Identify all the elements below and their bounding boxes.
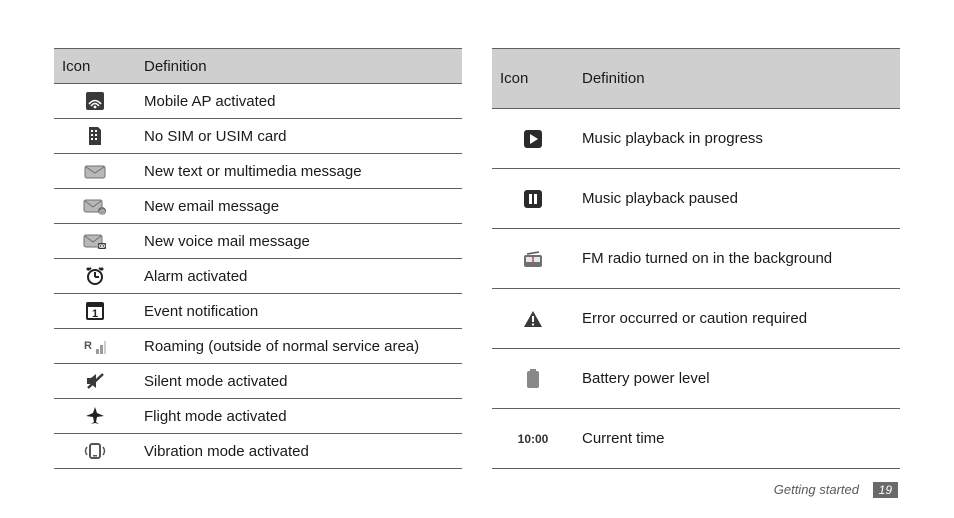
time-text: 10:00 <box>518 432 549 446</box>
definition-text: Silent mode activated <box>136 364 462 399</box>
pause-icon <box>492 169 574 229</box>
definition-text: Roaming (outside of normal service area) <box>136 329 462 364</box>
svg-text:@: @ <box>99 210 105 215</box>
table-row: FM radio turned on in the background <box>492 229 900 289</box>
definition-text: Mobile AP activated <box>136 84 462 119</box>
table-row: New text or multimedia message <box>54 154 462 189</box>
event-icon: 1 <box>54 294 136 329</box>
alarm-icon <box>54 259 136 294</box>
table-row: Alarm activated <box>54 259 462 294</box>
definition-text: New voice mail message <box>136 224 462 259</box>
section-title: Getting started <box>774 482 859 497</box>
table-row: Mobile AP activated <box>54 84 462 119</box>
flight-icon <box>54 399 136 434</box>
email-icon: @ <box>54 189 136 224</box>
table-row: 10:00 Current time <box>492 409 900 469</box>
header-icon-label: Icon <box>54 49 136 84</box>
warning-icon <box>492 289 574 349</box>
definition-text: Music playback in progress <box>574 109 900 169</box>
header-definition-label: Definition <box>136 49 462 84</box>
silent-icon <box>54 364 136 399</box>
definition-text: Flight mode activated <box>136 399 462 434</box>
voicemail-icon <box>54 224 136 259</box>
definition-text: Error occurred or caution required <box>574 289 900 349</box>
definition-text: Current time <box>574 409 900 469</box>
table-header-row: Icon Definition <box>54 49 462 84</box>
definition-text: Music playback paused <box>574 169 900 229</box>
table-row: Battery power level <box>492 349 900 409</box>
roaming-icon: R <box>54 329 136 364</box>
table-row: Flight mode activated <box>54 399 462 434</box>
battery-icon <box>492 349 574 409</box>
two-column-layout: Icon Definition Mobile AP activated No S… <box>54 48 900 469</box>
table-row: @ New email message <box>54 189 462 224</box>
right-icon-table: Icon Definition Music playback in progre… <box>492 48 900 469</box>
table-row: Vibration mode activated <box>54 434 462 469</box>
no-sim-icon <box>54 119 136 154</box>
message-icon <box>54 154 136 189</box>
definition-text: New email message <box>136 189 462 224</box>
svg-text:1: 1 <box>92 308 98 320</box>
manual-page: Icon Definition Mobile AP activated No S… <box>0 0 954 518</box>
table-row: Silent mode activated <box>54 364 462 399</box>
wifi-ap-icon <box>54 84 136 119</box>
definition-text: No SIM or USIM card <box>136 119 462 154</box>
vibration-icon <box>54 434 136 469</box>
radio-icon <box>492 229 574 289</box>
svg-text:R: R <box>84 340 92 352</box>
table-row: R Roaming (outside of normal service are… <box>54 329 462 364</box>
page-number: 19 <box>873 482 898 498</box>
page-footer: Getting started 19 <box>774 482 898 498</box>
definition-text: FM radio turned on in the background <box>574 229 900 289</box>
table-row: 1 Event notification <box>54 294 462 329</box>
definition-text: Event notification <box>136 294 462 329</box>
definition-text: Vibration mode activated <box>136 434 462 469</box>
table-row: New voice mail message <box>54 224 462 259</box>
time-text-icon: 10:00 <box>492 409 574 469</box>
header-icon-label: Icon <box>492 49 574 109</box>
left-icon-table: Icon Definition Mobile AP activated No S… <box>54 48 462 469</box>
definition-text: Alarm activated <box>136 259 462 294</box>
play-icon <box>492 109 574 169</box>
table-row: No SIM or USIM card <box>54 119 462 154</box>
table-row: Music playback paused <box>492 169 900 229</box>
table-row: Music playback in progress <box>492 109 900 169</box>
definition-text: Battery power level <box>574 349 900 409</box>
definition-text: New text or multimedia message <box>136 154 462 189</box>
table-header-row: Icon Definition <box>492 49 900 109</box>
header-definition-label: Definition <box>574 49 900 109</box>
table-row: Error occurred or caution required <box>492 289 900 349</box>
